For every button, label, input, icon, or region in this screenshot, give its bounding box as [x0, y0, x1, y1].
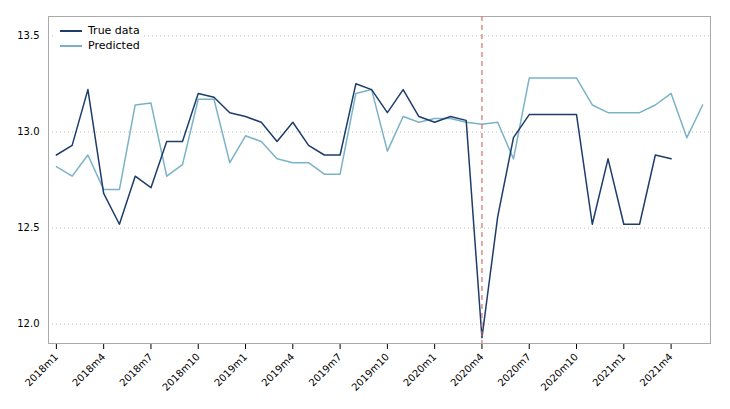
- html-text:Predicted: Predicted: [88, 39, 140, 52]
- svg-text:2019m1: 2019m1: [212, 351, 249, 388]
- svg-text:13.0: 13.0: [17, 126, 39, 137]
- svg-text:12.0: 12.0: [17, 318, 39, 329]
- svg-text:2019m10: 2019m10: [349, 351, 391, 393]
- svg-text:2020m1: 2020m1: [401, 351, 438, 388]
- svg-text:2019m4: 2019m4: [259, 351, 296, 388]
- svg-text:2018m1: 2018m1: [23, 351, 60, 388]
- html-text:True data: True data: [88, 24, 140, 37]
- svg-text:2018m4: 2018m4: [70, 351, 107, 388]
- svg-text:2021m1: 2021m1: [590, 351, 627, 388]
- svg-text:2019m7: 2019m7: [307, 351, 344, 388]
- svg-text:13.5: 13.5: [17, 30, 39, 41]
- svg-text:2020m7: 2020m7: [496, 351, 533, 388]
- svg-text:2020m4: 2020m4: [448, 351, 485, 388]
- svg-text:2018m10: 2018m10: [160, 351, 202, 393]
- svg-text:12.5: 12.5: [17, 222, 39, 233]
- svg-text:2018m7: 2018m7: [117, 351, 154, 388]
- svg-text:2020m10: 2020m10: [539, 351, 581, 393]
- svg-text:2021m4: 2021m4: [638, 351, 675, 388]
